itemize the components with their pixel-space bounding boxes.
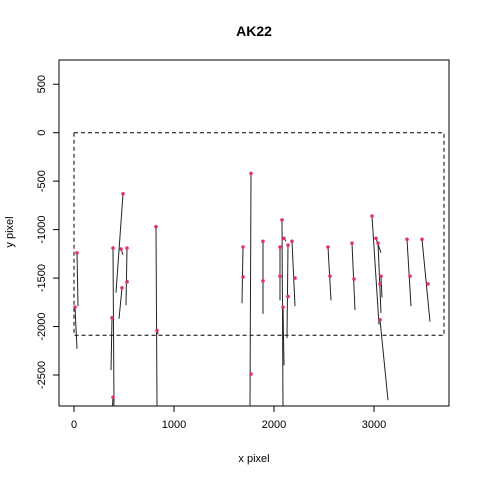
y-tick-label: -1000 <box>36 216 48 244</box>
data-point <box>379 274 383 278</box>
segment-line <box>155 226 158 407</box>
segment-line <box>125 248 128 306</box>
y-axis: 500 0 -500 -1000 -1500 -2000 -2500 <box>36 75 59 389</box>
x-tick-label: 3000 <box>362 419 386 431</box>
data-point <box>110 316 114 320</box>
data-point <box>286 243 290 247</box>
data-point <box>249 372 253 376</box>
data-point <box>281 305 285 309</box>
data-point <box>278 274 282 278</box>
plot-area <box>73 132 445 407</box>
y-axis-label: y pixel <box>4 216 16 247</box>
segment-line <box>282 307 285 366</box>
chart-title: AK22 <box>236 23 272 39</box>
data-point <box>286 294 290 299</box>
data-point <box>125 246 129 250</box>
segment-line <box>377 243 382 313</box>
segment-line <box>249 173 252 407</box>
x-axis: 0 1000 2000 3000 <box>71 406 386 431</box>
data-point <box>75 251 79 255</box>
data-point <box>125 280 129 284</box>
segment-line <box>112 248 115 407</box>
data-point <box>261 279 265 283</box>
x-tick-label: 0 <box>71 419 77 431</box>
segment-line <box>379 319 389 401</box>
segments-layer <box>74 173 431 407</box>
data-point <box>282 236 286 241</box>
boundary-rectangle <box>73 132 445 336</box>
points-layer <box>73 171 430 400</box>
data-point <box>405 237 409 242</box>
data-point <box>241 275 245 279</box>
data-point <box>119 247 123 251</box>
data-point <box>352 277 356 281</box>
y-tick-label: -2500 <box>36 361 48 389</box>
data-point <box>155 328 159 333</box>
segment-line <box>110 317 113 371</box>
data-point <box>293 276 297 280</box>
x-tick-label: 1000 <box>162 419 186 431</box>
data-point <box>261 239 265 244</box>
data-point <box>278 245 282 249</box>
x-axis-label: x pixel <box>238 453 269 465</box>
data-point <box>408 274 412 278</box>
data-point <box>121 191 125 196</box>
data-point <box>73 305 77 309</box>
y-tick-label: 500 <box>36 75 48 93</box>
data-point <box>350 241 354 245</box>
segment-line <box>76 252 79 307</box>
data-point <box>420 237 424 242</box>
x-tick-label: 2000 <box>262 419 286 431</box>
y-tick-label: -1500 <box>36 264 48 292</box>
data-point <box>426 282 430 286</box>
segment-line <box>371 216 380 325</box>
segment-line <box>281 219 284 407</box>
data-point <box>370 214 374 218</box>
data-point <box>154 224 158 229</box>
y-tick-label: -500 <box>36 170 48 192</box>
data-point <box>241 245 245 249</box>
data-point <box>111 395 115 400</box>
y-tick-label: -2000 <box>36 312 48 340</box>
segment-line <box>115 193 124 293</box>
data-point <box>111 246 115 250</box>
data-point <box>374 236 378 241</box>
data-point <box>326 245 330 249</box>
segment-line <box>351 243 356 311</box>
segment-line <box>118 287 123 319</box>
segment-line <box>380 276 383 298</box>
segment-line <box>327 247 332 301</box>
data-point <box>376 241 380 245</box>
segment-line <box>74 307 78 349</box>
data-point <box>120 285 124 290</box>
data-point <box>328 274 332 278</box>
data-point <box>378 282 382 286</box>
segment-line <box>406 239 412 307</box>
data-point <box>280 218 284 222</box>
y-tick-label: 0 <box>36 130 48 136</box>
data-point <box>378 317 382 322</box>
plot-frame <box>58 59 450 407</box>
segment-line <box>241 247 244 304</box>
segment-line <box>291 241 296 307</box>
segment-line <box>286 245 289 339</box>
data-point <box>249 171 253 176</box>
segment-line <box>421 239 431 322</box>
data-point <box>290 239 294 244</box>
